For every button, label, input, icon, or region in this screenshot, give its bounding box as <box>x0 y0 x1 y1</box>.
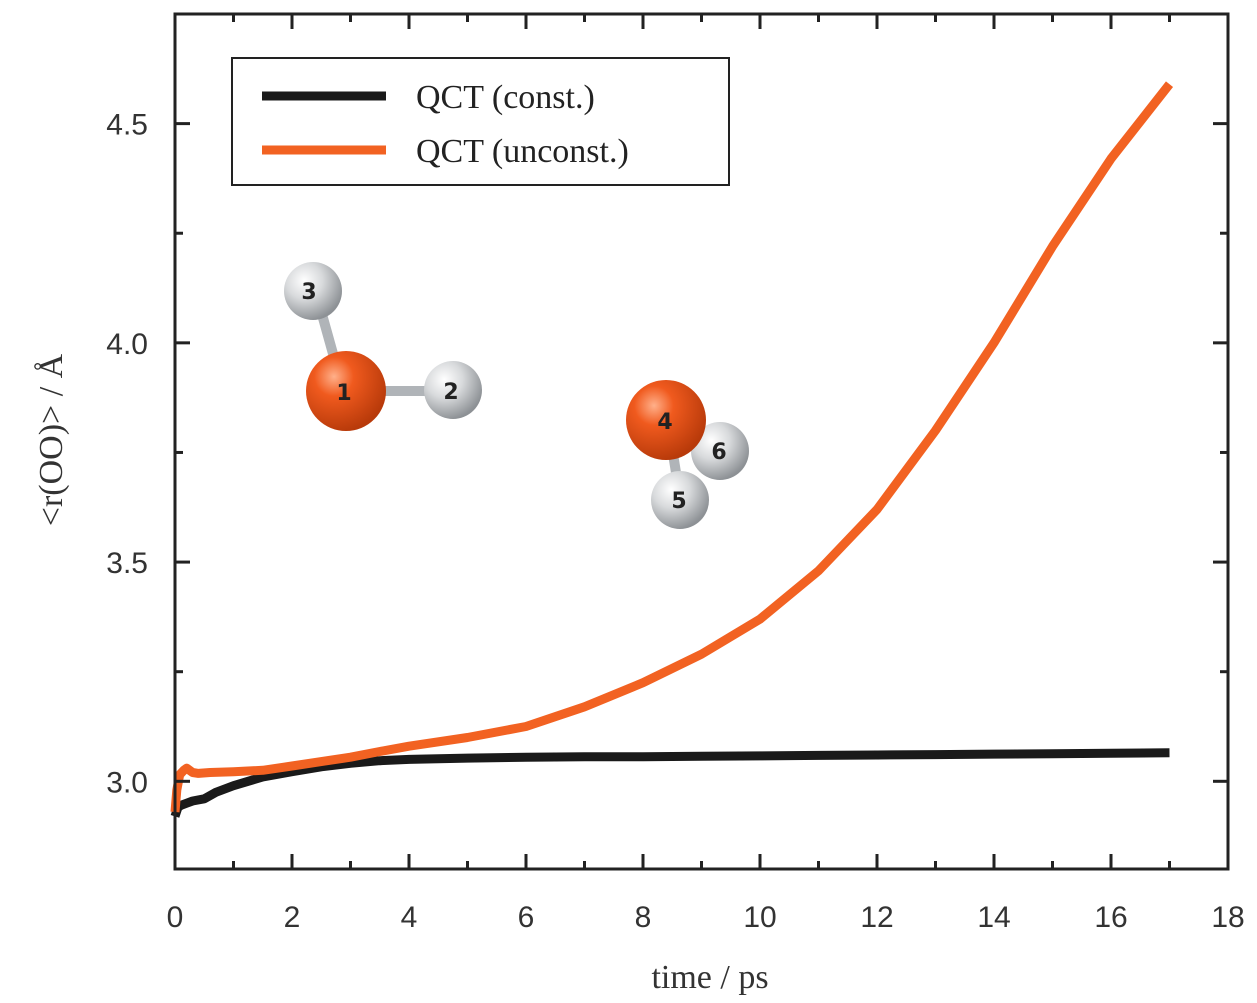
legend-box <box>231 57 730 186</box>
water-dimer-illustration: 3 2 1 6 4 5 <box>284 262 749 529</box>
series-line-const <box>170 748 1170 818</box>
legend-label-const: QCT (const.) <box>416 79 595 116</box>
atom-label-2: 2 <box>443 380 458 405</box>
x-tick-label: 16 <box>1094 901 1127 934</box>
hydrogen-atom-5 <box>651 471 709 529</box>
y-tick-label: 3.5 <box>106 547 148 580</box>
x-tick-label: 2 <box>284 901 301 934</box>
tick-labels: 0 2 4 6 8 10 12 14 16 183.03.54.04.5 <box>106 109 1244 934</box>
plot-frame <box>173 12 1230 871</box>
hydrogen-atom-6 <box>691 422 749 480</box>
x-tick-label: 14 <box>977 901 1010 934</box>
atom-label-4: 4 <box>657 410 672 435</box>
oxygen-atom-1 <box>306 351 386 431</box>
x-tick-label: 4 <box>401 901 418 934</box>
legend: QCT (const.) QCT (unconst.) <box>231 57 730 186</box>
atom-label-3: 3 <box>301 280 316 305</box>
hydrogen-atom-2 <box>424 361 482 419</box>
oxygen-atom-4 <box>626 380 706 460</box>
x-tick-label: 8 <box>635 901 652 934</box>
series-line-unconst <box>170 81 1174 813</box>
x-tick-label: 18 <box>1211 901 1244 934</box>
y-axis-title: <r(OO)> / Å <box>33 353 70 526</box>
atom-label-6: 6 <box>711 440 726 465</box>
atom-label-5: 5 <box>671 489 686 514</box>
series-lines <box>170 81 1174 818</box>
y-tick-label: 4.0 <box>106 328 148 361</box>
hydrogen-atom-3 <box>284 262 342 320</box>
x-axis-title: time / ps <box>651 959 768 996</box>
y-tick-label: 3.0 <box>106 766 148 799</box>
x-tick-label: 0 <box>167 901 184 934</box>
legend-label-unconst: QCT (unconst.) <box>416 133 629 170</box>
atom-label-1: 1 <box>336 381 351 406</box>
x-tick-label: 6 <box>518 901 535 934</box>
x-tick-label: 12 <box>860 901 893 934</box>
y-tick-label: 4.5 <box>106 109 148 142</box>
x-tick-label: 10 <box>743 901 776 934</box>
